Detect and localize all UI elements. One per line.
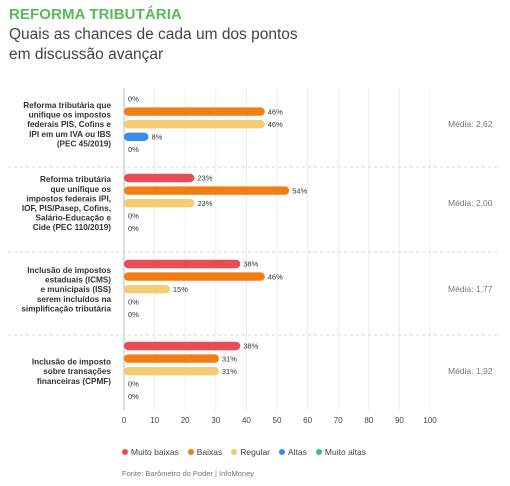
media-annotation: Média: 2,00 <box>448 198 493 208</box>
chart-title: REFORMA TRIBUTÁRIA <box>9 6 182 23</box>
legend-label: Baixas <box>196 447 223 457</box>
bar <box>124 259 241 269</box>
bar <box>124 199 195 208</box>
x-tick-label: 100 <box>423 416 437 425</box>
bar <box>124 354 219 363</box>
data-label: 8% <box>151 133 162 142</box>
data-label: 0% <box>128 95 139 104</box>
x-tick-label: 30 <box>211 416 220 425</box>
category-label-line: e municipais (ISS) <box>40 285 111 294</box>
data-label: 0% <box>128 145 139 154</box>
legend-item: Muito baixas <box>122 447 179 457</box>
data-label: 0% <box>128 392 139 401</box>
data-label: 46% <box>268 272 283 281</box>
data-label: 23% <box>197 174 212 183</box>
bar <box>124 120 265 129</box>
legend-item: Altas <box>279 447 307 457</box>
x-tick-label: 90 <box>395 416 404 425</box>
bar <box>124 186 290 195</box>
media-annotation: Média: 2,62 <box>448 119 493 129</box>
data-label: 31% <box>222 354 237 363</box>
media-annotation: Média: 1,92 <box>448 366 493 376</box>
bar <box>124 107 265 116</box>
data-label: 54% <box>292 186 307 195</box>
legend-item: Regular <box>231 447 270 457</box>
data-label: 38% <box>243 260 258 269</box>
x-tick-label: 40 <box>242 416 251 425</box>
data-label: 46% <box>268 107 283 116</box>
category-label-line: federais PIS, Cofins e <box>27 120 111 129</box>
category-label: Inclusão de impostos estaduais (ICMS) e mu… <box>21 266 111 313</box>
category-label-line: Reforma tributária que <box>23 101 111 110</box>
bar <box>124 341 241 351</box>
category-label-line: Salário-Educação e <box>35 214 111 223</box>
category-label-line: Reforma tributária <box>40 175 111 184</box>
category-label-line: financeiras (CPMF) <box>37 377 111 386</box>
category-label-line: (PEC 45/2019) <box>57 139 111 148</box>
legend-label: Regular <box>240 447 271 457</box>
x-tick-label: 10 <box>150 416 159 425</box>
data-label: 0% <box>128 224 139 233</box>
category-label: Reforma tributária que unifique os impost… <box>23 101 111 148</box>
data-label: 0% <box>128 212 139 221</box>
legend-item: Baixas <box>187 447 223 457</box>
category-label-line: Inclusão de imposto <box>32 358 111 367</box>
legend-swatch <box>315 449 322 455</box>
category-label-line: IPI em um IVA ou IBS <box>29 130 111 139</box>
legend-label: Muito altas <box>324 447 367 457</box>
legend-item: Muito altas <box>315 447 367 457</box>
category-label: Inclusão de imposto sobre transações finan… <box>32 358 112 386</box>
data-label: 0% <box>128 310 139 319</box>
bar <box>124 285 170 294</box>
x-tick-label: 20 <box>181 416 190 425</box>
category-label-line: serem incluídos na <box>37 295 112 304</box>
group-separators <box>8 166 500 336</box>
category-label-line: estaduais (ICMS) <box>45 276 111 285</box>
legend-swatch <box>231 449 238 455</box>
category-label: Reforma tributária que unifique os imposto… <box>22 175 112 232</box>
legend-label: Altas <box>288 447 307 457</box>
x-tick-label: 60 <box>303 416 312 425</box>
bars <box>124 107 290 376</box>
bar <box>124 173 195 183</box>
data-label: 15% <box>173 285 188 294</box>
legend-swatch <box>187 449 194 455</box>
category-label-line: simplificação tributária <box>21 304 111 313</box>
x-tick-label: 0 <box>122 416 127 425</box>
data-label: 0% <box>128 298 139 307</box>
gridlines <box>123 88 431 410</box>
data-label: 31% <box>222 367 237 376</box>
data-label: 23% <box>197 199 212 208</box>
source-note: Fonte: Barômetro do Poder | InfoMoney <box>122 469 255 478</box>
legend: Muito baixas Baixas Regular Altas Muito alta… <box>122 447 366 457</box>
category-label-line: unifique os impostos <box>29 111 112 120</box>
category-label-line: Inclusão de impostos <box>27 266 111 275</box>
chart-subtitle: Quais as chances de cada um dos pontos e… <box>9 26 298 63</box>
category-label-line: que unifique os <box>51 185 112 194</box>
x-tick-label: 80 <box>364 416 373 425</box>
category-label-line: impostos federais IPI, <box>26 194 111 203</box>
category-label-line: IOF, PIS/Pasep, Cofins, <box>22 204 111 213</box>
media-annotation: Média: 1,77 <box>448 284 493 294</box>
x-tick-label: 70 <box>334 416 343 425</box>
bar <box>124 272 265 281</box>
data-label: 0% <box>128 380 139 389</box>
data-label: 46% <box>268 120 283 129</box>
category-label-line: Cide (PEC 110/2019) <box>33 223 112 232</box>
category-label-line: sobre transações <box>43 367 111 376</box>
bar-chart: 0 10 20 30 40 50 60 70 80 90 100 0% 46% 46% 8% 0% Reform… <box>8 88 500 425</box>
legend-label: Muito baixas <box>131 447 179 457</box>
bar <box>124 132 149 141</box>
bar <box>124 367 219 376</box>
legend-swatch <box>122 449 128 455</box>
x-tick-label: 50 <box>273 416 282 425</box>
legend-swatch <box>279 449 286 455</box>
data-label: 38% <box>243 342 258 351</box>
labels: 0 10 20 30 40 50 60 70 80 90 100 0% 46% 46% 8% 0% Reform… <box>21 95 492 425</box>
